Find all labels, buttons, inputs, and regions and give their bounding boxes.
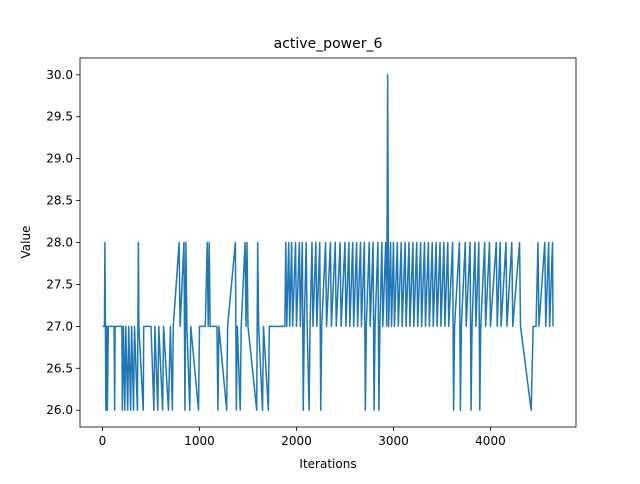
y-tick-label: 29.5	[46, 110, 73, 124]
x-tick-label: 0	[99, 434, 107, 448]
y-tick-label: 26.5	[46, 361, 73, 375]
y-tick-label: 26.0	[46, 403, 73, 417]
data-line	[102, 74, 554, 411]
x-tick-label: 4000	[475, 434, 506, 448]
x-tick-label: 1000	[184, 434, 215, 448]
y-axis-label: Value	[19, 226, 33, 259]
y-tick-label: 27.0	[46, 319, 73, 333]
y-tick-label: 28.5	[46, 194, 73, 208]
y-tick-label: 29.0	[46, 152, 73, 166]
plot-frame	[79, 57, 577, 428]
x-tick-label: 2000	[281, 434, 312, 448]
chart-title: active_power_6	[274, 36, 383, 52]
x-axis-label: Iterations	[299, 457, 356, 471]
y-tick-label: 30.0	[46, 68, 73, 82]
x-tick-label: 3000	[378, 434, 409, 448]
y-tick-label: 28.0	[46, 236, 73, 250]
y-tick-label: 27.5	[46, 277, 73, 291]
